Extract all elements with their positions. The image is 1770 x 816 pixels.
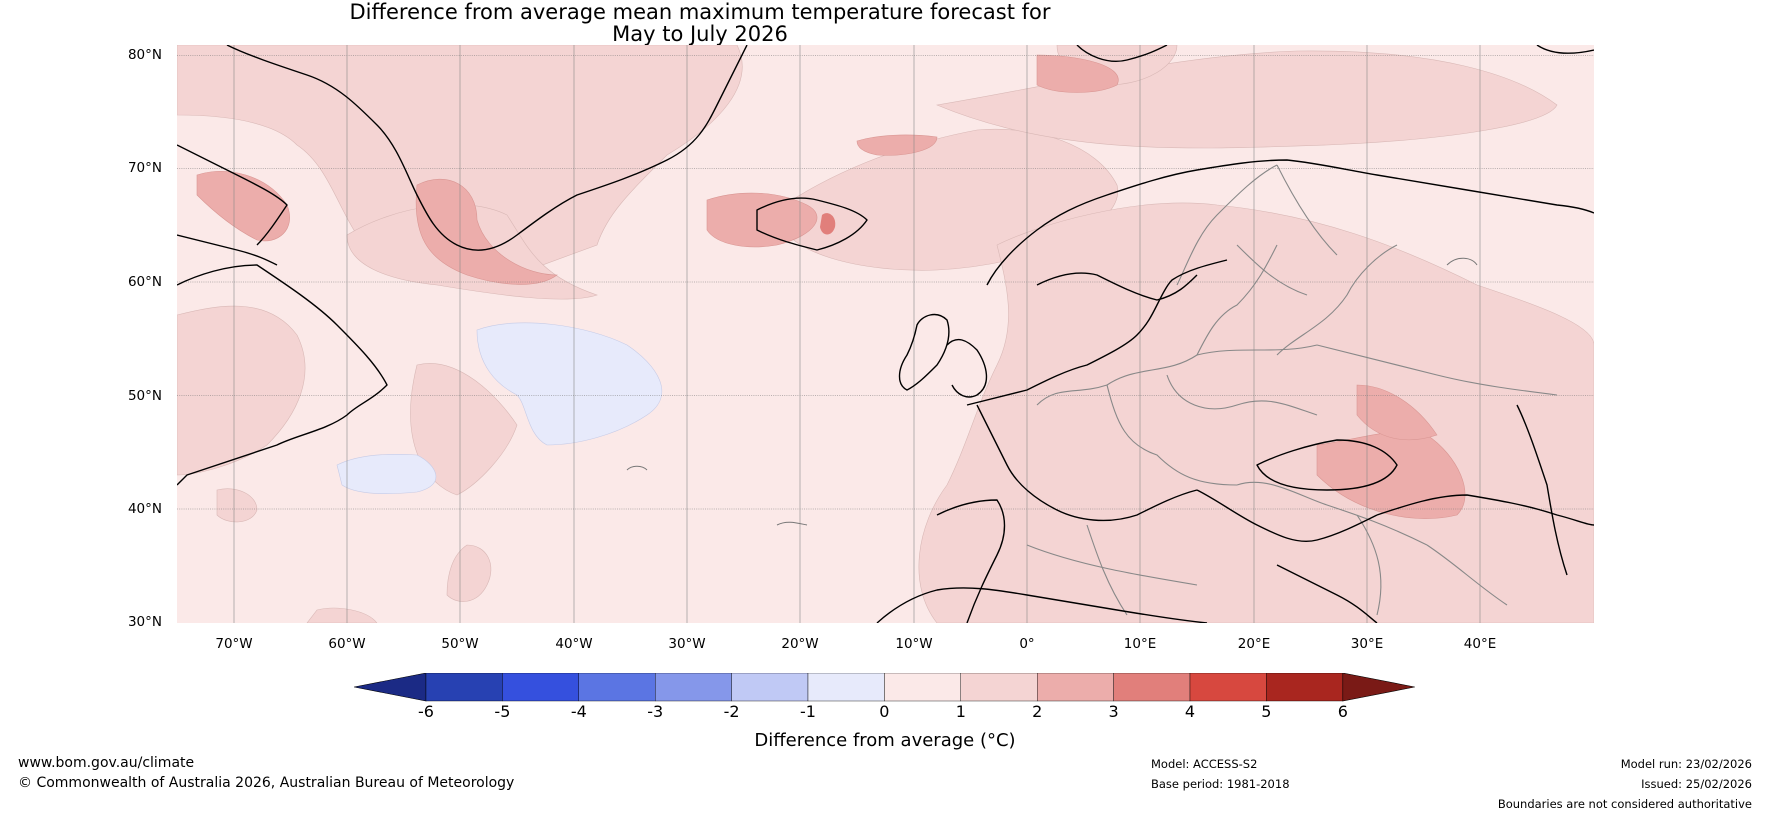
colorbar-tick-label: 5 (1261, 702, 1272, 721)
anomaly-3-4-regions (820, 213, 836, 235)
colorbar-tick-label: 0 (879, 702, 890, 721)
lon-label-50w: 50°W (441, 636, 479, 652)
lon-label-30e: 30°E (1350, 636, 1384, 652)
lat-label-70n: 70°N (127, 160, 162, 176)
colorbar (354, 673, 1415, 702)
lon-label-60w: 60°W (328, 636, 366, 652)
anomaly-neg-regions (336, 322, 663, 495)
colorbar-tick-label: 1 (955, 702, 966, 721)
colorbar-segment (960, 673, 1038, 702)
colorbar-segment (425, 673, 503, 702)
colorbar-label: Difference from average (°C) (0, 730, 1770, 751)
meridians (233, 45, 1481, 623)
colorbar-extend-low (354, 673, 427, 702)
lat-label-50n: 50°N (127, 388, 162, 404)
colorbar-tick-label: 3 (1108, 702, 1119, 721)
map-title-line2: May to July 2026 (612, 22, 788, 46)
lon-label-10e: 10°E (1123, 636, 1157, 652)
colorbar-tick-label: 2 (1032, 702, 1043, 721)
colorbar-segment (807, 673, 885, 702)
colorbar-segment (1189, 673, 1267, 702)
forecast-map (177, 45, 1594, 623)
lon-label-30w: 30°W (668, 636, 706, 652)
graticule (177, 55, 1594, 510)
lon-label-40w: 40°W (555, 636, 593, 652)
colorbar-label-text: Difference from average (°C) (754, 730, 1016, 751)
colorbar-tick-label: -6 (418, 702, 434, 721)
lon-label-20w: 20°W (781, 636, 819, 652)
lon-label-40e: 40°E (1463, 636, 1497, 652)
colorbar-segment (1266, 673, 1344, 702)
lon-label-70w: 70°W (215, 636, 253, 652)
colorbar-segment (655, 673, 732, 702)
map-frame (177, 45, 1594, 623)
colorbar-segment (884, 673, 962, 702)
colorbar-tick-label: 6 (1337, 702, 1348, 721)
colorbar-tick-label: -1 (800, 702, 816, 721)
map-title-line1: Difference from average mean maximum tem… (349, 0, 1051, 24)
colorbar-segment (578, 673, 656, 702)
issued-text: Issued: 25/02/2026 (1641, 777, 1752, 791)
lat-label-60n: 60°N (127, 274, 162, 290)
base-period-text: Base period: 1981-2018 (1151, 777, 1290, 791)
lat-label-80n: 80°N (127, 47, 162, 63)
model-run-text: Model run: 23/02/2026 (1620, 757, 1752, 771)
colorbar-tick-label: -4 (570, 702, 587, 721)
colorbar-segment (731, 673, 809, 702)
colorbar-tick-label: -5 (494, 702, 511, 721)
colorbar-segment (1113, 673, 1191, 702)
colorbar-segment (502, 673, 579, 702)
colorbar-tick-label: 4 (1184, 702, 1196, 721)
lat-label-40n: 40°N (127, 501, 162, 517)
lon-label-10w: 10°W (895, 636, 933, 652)
colorbar-extend-high (1342, 673, 1415, 702)
country-borders (1026, 164, 1558, 616)
copyright-text: © Commonwealth of Australia 2026, Austra… (18, 775, 515, 791)
lon-label-20e: 20°E (1237, 636, 1271, 652)
lon-label-0: 0° (1019, 636, 1035, 652)
lat-label-30n: 30°N (127, 614, 162, 630)
colorbar-tick-label: -3 (647, 702, 664, 721)
anomaly-2-3-regions (196, 54, 1466, 519)
disclaimer-text: Boundaries are not considered authoritat… (1497, 797, 1752, 811)
inland-features (626, 257, 1478, 526)
model-text: Model: ACCESS-S2 (1151, 757, 1258, 771)
colorbar-tick-label: -2 (723, 702, 740, 721)
coastlines (177, 45, 1594, 623)
website-link[interactable]: www.bom.gov.au/climate (18, 755, 195, 771)
colorbar-segment (1037, 673, 1114, 702)
